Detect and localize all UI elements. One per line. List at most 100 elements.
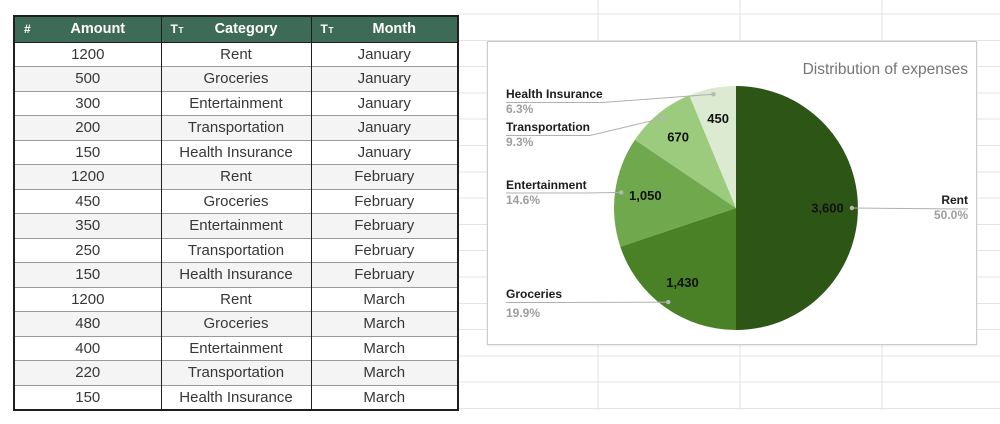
slice-value-label: 1,430 <box>666 275 699 290</box>
column-header-month[interactable]: TT Month <box>310 16 458 43</box>
cell-amount[interactable]: 200 <box>14 115 161 140</box>
cell-amount[interactable]: 400 <box>14 335 161 361</box>
table-row: 250 Transportation February <box>14 237 458 263</box>
slice-value-label: 3,600 <box>811 201 844 216</box>
header-row: # Amount TT Category TT Month <box>14 16 458 43</box>
cell-amount[interactable]: 1200 <box>14 286 161 312</box>
leader-line <box>506 191 622 194</box>
column-label-month: Month <box>372 21 416 38</box>
cell-month[interactable]: March <box>310 286 458 312</box>
leader-dot <box>666 299 671 305</box>
slice-value-label: 670 <box>667 130 689 145</box>
table-row: 150 Health Insurance January <box>14 139 458 165</box>
cell-category[interactable]: Entertainment <box>160 335 311 361</box>
cell-category[interactable]: Health Insurance <box>160 384 311 410</box>
slice-percent-label: 6.3% <box>506 102 534 116</box>
column-header-category[interactable]: TT Category <box>160 16 311 43</box>
column-header-amount[interactable]: # Amount <box>14 16 161 43</box>
cell-amount[interactable]: 220 <box>14 360 161 385</box>
table-row: 350 Entertainment February <box>14 213 458 238</box>
slice-category-label: Health Insurance <box>506 87 603 101</box>
cell-amount[interactable]: 250 <box>14 237 161 263</box>
text-type-icon[interactable]: TT <box>320 22 335 36</box>
cell-month[interactable]: January <box>310 115 458 140</box>
pie-slice-transportation[interactable] <box>634 95 736 208</box>
slice-category-label: Entertainment <box>506 178 587 192</box>
cell-amount[interactable]: 1200 <box>14 164 161 189</box>
cell-amount[interactable]: 300 <box>14 90 161 116</box>
cell-category[interactable]: Groceries <box>160 188 311 214</box>
cell-category[interactable]: Entertainment <box>160 213 311 238</box>
table-row: 500 Groceries January <box>14 66 458 91</box>
cell-category[interactable]: Health Insurance <box>160 262 311 287</box>
expenses-table: # Amount TT Category TT Month 1200 Rent Ja… <box>13 15 459 411</box>
cell-category[interactable]: Transportation <box>160 237 311 263</box>
cell-amount[interactable]: 150 <box>14 262 161 287</box>
cell-amount[interactable]: 350 <box>14 213 161 238</box>
text-type-icon[interactable]: TT <box>170 22 185 36</box>
row-number-symbol: # <box>24 22 31 37</box>
cell-month[interactable]: March <box>310 384 458 410</box>
cell-amount[interactable]: 500 <box>14 66 161 91</box>
cell-amount[interactable]: 480 <box>14 311 161 336</box>
cell-month[interactable]: March <box>310 335 458 361</box>
cell-category[interactable]: Transportation <box>160 115 311 140</box>
cell-category[interactable]: Transportation <box>160 360 311 385</box>
cell-month[interactable]: February <box>310 213 458 238</box>
cell-month[interactable]: January <box>310 139 458 165</box>
pie-slice-health-insurance[interactable] <box>689 86 736 208</box>
slice-value-label: 1,050 <box>629 188 662 203</box>
leader-dot <box>711 92 716 97</box>
slice-percent-label: 19.9% <box>506 306 540 320</box>
chart-card[interactable]: Distribution of expenses 3,600 Rent 50.0% 1,… <box>487 41 977 345</box>
cell-month[interactable]: January <box>310 66 458 91</box>
column-label-amount: Amount <box>70 21 126 38</box>
table-row: 150 Health Insurance March <box>14 384 458 410</box>
cell-category[interactable]: Groceries <box>160 66 311 91</box>
pie-slice-entertainment[interactable] <box>614 139 736 247</box>
leader-line <box>506 117 663 136</box>
cell-month[interactable]: February <box>310 188 458 214</box>
pie-slice-groceries[interactable] <box>620 208 736 330</box>
table-row: 150 Health Insurance February <box>14 262 458 287</box>
slice-percent-label: 50.0% <box>934 208 968 222</box>
cell-month[interactable]: January <box>310 41 458 67</box>
table-row: 1200 Rent February <box>14 164 458 189</box>
table-row: 450 Groceries February <box>14 188 458 214</box>
cell-amount[interactable]: 150 <box>14 139 161 165</box>
cell-category[interactable]: Rent <box>160 286 311 312</box>
leader-dot <box>619 190 624 195</box>
cell-category[interactable]: Entertainment <box>160 90 311 116</box>
slice-percent-label: 14.6% <box>506 193 540 207</box>
cell-month[interactable]: February <box>310 237 458 263</box>
table-row: 480 Groceries March <box>14 311 458 336</box>
cell-category[interactable]: Groceries <box>160 311 311 336</box>
cell-category[interactable]: Health Insurance <box>160 139 311 165</box>
cell-month[interactable]: February <box>310 262 458 287</box>
slice-category-label: Groceries <box>506 287 562 301</box>
cell-amount[interactable]: 150 <box>14 384 161 410</box>
cell-amount[interactable]: 1200 <box>14 41 161 67</box>
table-row: 220 Transportation March <box>14 360 458 385</box>
cell-month[interactable]: February <box>310 164 458 189</box>
chart-title: Distribution of expenses <box>803 61 969 78</box>
leader-dot <box>849 205 855 211</box>
cell-month[interactable]: March <box>310 360 458 385</box>
cell-category[interactable]: Rent <box>160 164 311 189</box>
cell-category[interactable]: Rent <box>160 41 311 67</box>
pie-slice-rent[interactable] <box>736 86 858 330</box>
table-row: 200 Transportation January <box>14 115 458 140</box>
slice-category-label: Transportation <box>506 120 590 134</box>
slice-percent-label: 9.3% <box>506 135 534 149</box>
table-header: # Amount TT Category TT Month <box>14 16 458 43</box>
table-row: 300 Entertainment January <box>14 90 458 116</box>
leader-line <box>851 207 969 210</box>
cell-amount[interactable]: 450 <box>14 188 161 214</box>
cell-month[interactable]: March <box>310 311 458 336</box>
leader-dot <box>660 116 665 121</box>
table-row: 400 Entertainment March <box>14 335 458 361</box>
table-row: 1200 Rent March <box>14 286 458 312</box>
slice-value-label: 450 <box>707 111 729 126</box>
cell-month[interactable]: January <box>310 90 458 116</box>
